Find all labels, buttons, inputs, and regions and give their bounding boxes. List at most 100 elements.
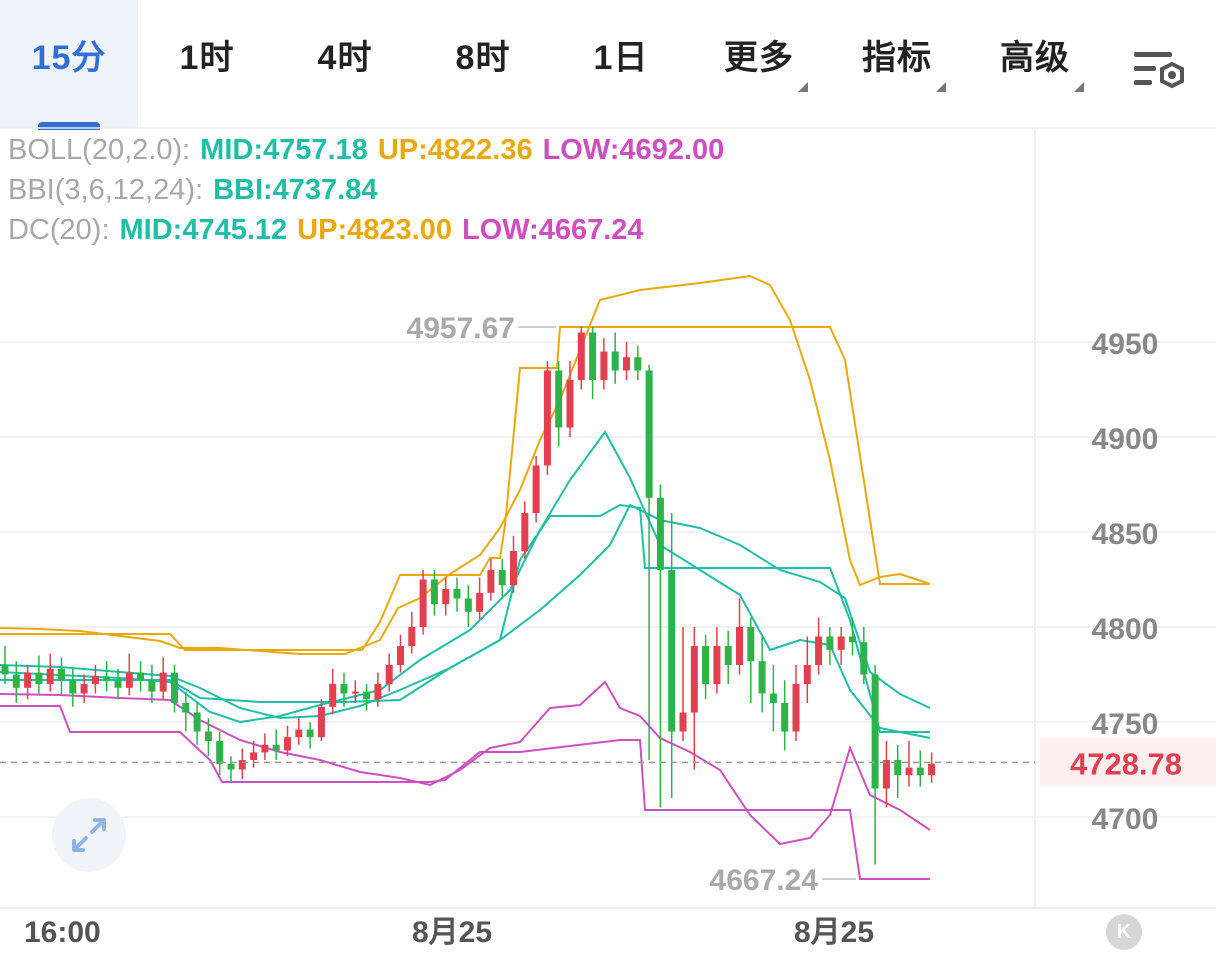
candles — [1, 326, 936, 865]
candle-body — [385, 665, 393, 684]
dc-mid-line — [0, 503, 930, 733]
candle-body — [769, 693, 777, 703]
candle-body — [702, 646, 710, 684]
candle-body — [882, 760, 890, 789]
tab-label: 更多 — [724, 38, 794, 77]
boll-name: BOLL(20,2.0): — [8, 134, 191, 166]
candle-body — [679, 712, 687, 732]
candle-body — [24, 672, 32, 688]
bbi-legend: BBI(3,6,12,24): BBI:4737.84 — [8, 174, 388, 207]
scroll-to-latest-icon: K — [1116, 920, 1132, 943]
dropdown-triangle-icon — [798, 82, 808, 92]
candle-body — [724, 646, 732, 665]
candle-body — [815, 636, 823, 665]
tab-4h[interactable]: 4时 — [276, 0, 414, 128]
candle-body — [464, 598, 472, 612]
candle-body — [374, 684, 382, 700]
candle-body — [397, 646, 404, 665]
candle-body — [1, 665, 9, 675]
candle-body — [645, 370, 653, 498]
candle-body — [159, 672, 167, 692]
candle-body — [80, 684, 88, 694]
candle-body — [295, 729, 303, 738]
tab-indicators[interactable]: 指标 — [828, 0, 966, 128]
tab-8h[interactable]: 8时 — [414, 0, 552, 128]
y-tick-label: 4800 — [1092, 613, 1159, 646]
candle-body — [521, 513, 529, 551]
x-tick-label: 16:00 — [24, 916, 101, 949]
x-tick-label: 8月25 — [412, 916, 492, 949]
tab-15min[interactable]: 15分 — [0, 0, 138, 130]
candle-body — [272, 744, 280, 751]
tab-label: 1日 — [593, 38, 649, 77]
tab-advanced[interactable]: 高级 — [966, 0, 1104, 128]
candle-body — [238, 760, 246, 770]
candle-body — [317, 706, 325, 738]
dc-mid: MID:4745.12 — [119, 214, 288, 246]
candle-body — [46, 668, 54, 684]
candle-body — [532, 465, 540, 513]
candle-body — [713, 646, 721, 684]
boll-mid-line — [0, 503, 931, 720]
bbi-line — [0, 430, 931, 739]
bbi-value: BBI:4737.84 — [213, 174, 378, 206]
candle-body — [510, 551, 517, 586]
tab-label: 8时 — [455, 38, 511, 77]
tab-1d[interactable]: 1日 — [552, 0, 690, 128]
candle-body — [589, 332, 597, 380]
dropdown-triangle-icon — [936, 82, 946, 92]
dc-lower-line — [0, 705, 930, 880]
dropdown-triangle-icon — [1074, 82, 1084, 92]
bbi-name: BBI(3,6,12,24): — [8, 174, 204, 206]
tab-label: 指标 — [862, 38, 932, 77]
candle-body — [736, 627, 743, 665]
candle-body — [58, 668, 65, 681]
candle-body — [227, 763, 235, 770]
y-tick-label: 4900 — [1092, 423, 1159, 456]
candle-body — [453, 589, 461, 599]
candle-body — [498, 570, 506, 586]
candle-body — [125, 672, 133, 688]
candle-body — [623, 357, 630, 371]
candle-body — [543, 370, 551, 466]
candle-body — [284, 737, 291, 751]
y-tick-label: 4950 — [1092, 328, 1159, 361]
expand-chart-button[interactable] — [52, 798, 126, 872]
candle-body — [555, 370, 563, 428]
chart-settings-icon[interactable] — [1132, 48, 1188, 96]
candle-body — [487, 570, 495, 593]
candle-body — [442, 589, 450, 605]
candle-body — [668, 570, 676, 732]
candle-body — [894, 760, 902, 776]
candle-body — [340, 684, 348, 694]
candle-body — [114, 680, 122, 688]
dc-up: UP:4823.00 — [297, 214, 452, 246]
tab-more[interactable]: 更多 — [690, 0, 828, 128]
dc-legend: DC(20): MID:4745.12 UP:4823.00 LOW:4667.24 — [8, 214, 654, 247]
scroll-to-latest-button[interactable]: K — [1106, 914, 1142, 950]
overlay: 4728.78 4957.67 4667.24 — [0, 312, 1216, 897]
candle-body — [91, 676, 99, 684]
tab-1h[interactable]: 1时 — [138, 0, 276, 128]
dc-name: DC(20): — [8, 214, 110, 246]
candle-body — [419, 579, 427, 627]
tab-label: 1时 — [179, 38, 235, 77]
boll-mid: MID:4757.18 — [200, 134, 368, 166]
candle-body — [781, 703, 789, 732]
candle-body — [171, 672, 178, 703]
tab-label: 4时 — [317, 38, 373, 77]
candle-body — [916, 767, 924, 776]
candle-body — [758, 661, 766, 694]
y-tick-label: 4700 — [1092, 803, 1159, 836]
boll-lower-line — [0, 680, 931, 846]
candle-body — [408, 627, 416, 646]
candle-body — [905, 767, 913, 776]
candle-body — [103, 676, 111, 681]
candle-body — [826, 636, 834, 650]
candle-body — [182, 703, 190, 713]
candle-body — [837, 636, 845, 650]
candle-body — [430, 579, 438, 605]
candle-body — [363, 691, 371, 700]
tab-label: 15分 — [31, 38, 107, 77]
tab-label: 高级 — [1000, 38, 1070, 77]
